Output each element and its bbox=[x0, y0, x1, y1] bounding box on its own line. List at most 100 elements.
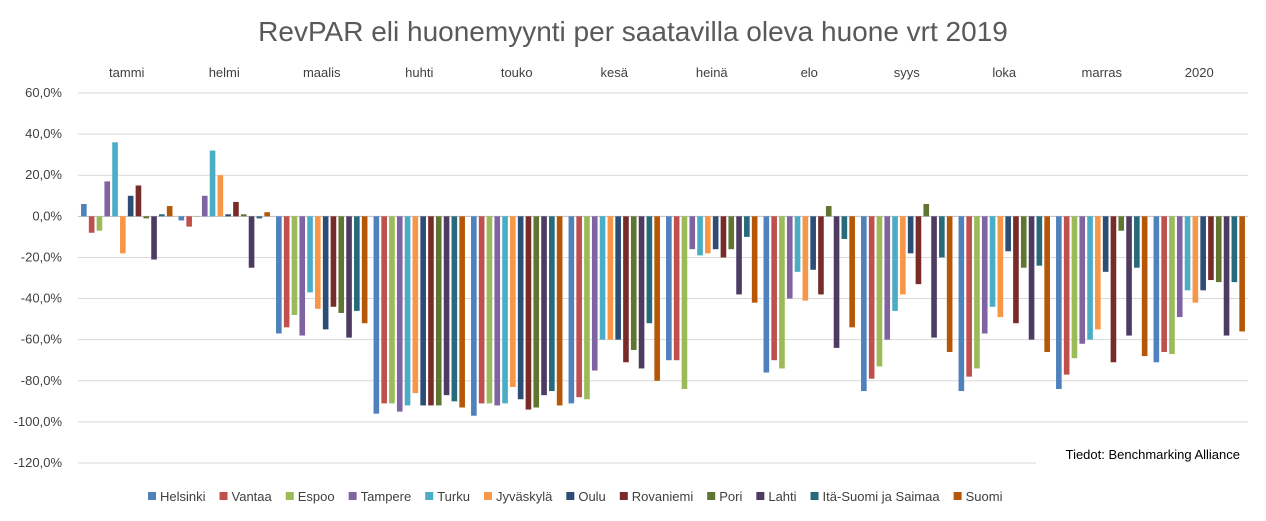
bar bbox=[779, 216, 785, 368]
bar bbox=[1134, 216, 1140, 267]
category-label: syys bbox=[894, 65, 921, 80]
bar bbox=[397, 216, 403, 411]
bar bbox=[1142, 216, 1148, 356]
bar bbox=[374, 216, 380, 413]
bar bbox=[592, 216, 598, 370]
bar bbox=[541, 216, 547, 395]
bar bbox=[225, 214, 231, 216]
bar bbox=[916, 216, 922, 284]
bar bbox=[526, 216, 532, 409]
bar bbox=[471, 216, 477, 415]
bar bbox=[1037, 216, 1043, 265]
bar bbox=[728, 216, 734, 249]
bar bbox=[307, 216, 313, 292]
bar bbox=[931, 216, 937, 337]
legend-label: Lahti bbox=[768, 489, 796, 504]
bar bbox=[533, 216, 539, 407]
bar bbox=[631, 216, 637, 350]
bar bbox=[1095, 216, 1101, 329]
legend-label: Jyväskylä bbox=[496, 489, 553, 504]
category-label: kesä bbox=[601, 65, 629, 80]
bar bbox=[818, 216, 824, 294]
y-tick-label: -60,0% bbox=[21, 332, 63, 347]
bar bbox=[518, 216, 524, 399]
bar bbox=[1185, 216, 1191, 290]
bar bbox=[292, 216, 298, 315]
bar bbox=[202, 196, 208, 217]
bar bbox=[1126, 216, 1132, 335]
bar bbox=[1224, 216, 1230, 335]
legend-swatch bbox=[425, 492, 433, 500]
bar bbox=[136, 186, 142, 217]
bars bbox=[81, 142, 1245, 415]
bar bbox=[877, 216, 883, 366]
y-tick-label: 0,0% bbox=[32, 208, 62, 223]
bar bbox=[210, 151, 216, 217]
bar bbox=[705, 216, 711, 253]
bar bbox=[413, 216, 419, 393]
bar bbox=[1232, 216, 1238, 282]
bar bbox=[1161, 216, 1167, 352]
category-label: tammi bbox=[109, 65, 145, 80]
bar bbox=[97, 216, 103, 230]
bar bbox=[381, 216, 387, 403]
bar bbox=[623, 216, 629, 362]
bar bbox=[104, 181, 110, 216]
bar bbox=[689, 216, 695, 249]
legend-swatch bbox=[349, 492, 357, 500]
bar bbox=[1169, 216, 1175, 354]
bar bbox=[721, 216, 727, 257]
bar bbox=[405, 216, 411, 405]
category-label: heinä bbox=[696, 65, 729, 80]
bar bbox=[674, 216, 680, 360]
bar bbox=[842, 216, 848, 239]
bar bbox=[900, 216, 906, 294]
bar bbox=[218, 175, 224, 216]
bar bbox=[1044, 216, 1050, 352]
y-tick-label: -40,0% bbox=[21, 291, 63, 306]
bar bbox=[299, 216, 305, 335]
legend-label: Itä-Suomi ja Saimaa bbox=[823, 489, 941, 504]
bar bbox=[576, 216, 582, 397]
chart-title: RevPAR eli huonemyynti per saatavilla ol… bbox=[258, 16, 1008, 47]
bar bbox=[908, 216, 914, 253]
category-label: elo bbox=[801, 65, 818, 80]
legend-label: Suomi bbox=[966, 489, 1003, 504]
bar bbox=[1005, 216, 1011, 251]
bar bbox=[233, 202, 239, 216]
bar bbox=[1056, 216, 1062, 389]
bar bbox=[1216, 216, 1222, 282]
y-tick-label: -100,0% bbox=[14, 414, 63, 429]
bar bbox=[803, 216, 809, 300]
bar bbox=[826, 206, 832, 216]
bar bbox=[331, 216, 337, 306]
bar bbox=[990, 216, 996, 306]
legend-swatch bbox=[566, 492, 574, 500]
bar bbox=[362, 216, 368, 323]
bar bbox=[112, 142, 118, 216]
bar bbox=[1013, 216, 1019, 323]
bar bbox=[143, 216, 149, 218]
bar bbox=[713, 216, 719, 249]
bar bbox=[1193, 216, 1199, 302]
bar bbox=[1200, 216, 1206, 290]
bar bbox=[167, 206, 173, 216]
bar bbox=[584, 216, 590, 399]
legend-swatch bbox=[707, 492, 715, 500]
bar bbox=[186, 216, 192, 226]
bar bbox=[1239, 216, 1245, 331]
bar bbox=[420, 216, 426, 405]
bar bbox=[639, 216, 645, 368]
bar bbox=[257, 216, 263, 218]
bar bbox=[752, 216, 758, 302]
legend-swatch bbox=[620, 492, 628, 500]
bar bbox=[795, 216, 801, 272]
bar bbox=[487, 216, 493, 403]
y-tick-label: 40,0% bbox=[25, 126, 62, 141]
bar bbox=[549, 216, 555, 391]
category-label: helmi bbox=[209, 65, 240, 80]
legend-swatch bbox=[484, 492, 492, 500]
bar bbox=[869, 216, 875, 378]
legend-label: Tampere bbox=[361, 489, 412, 504]
bar bbox=[346, 216, 352, 337]
